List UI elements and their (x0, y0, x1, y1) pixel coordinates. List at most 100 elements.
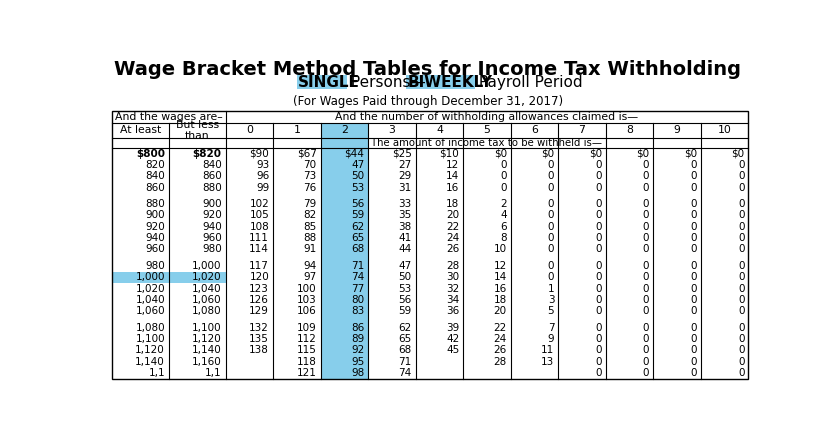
Text: 1,080: 1,080 (135, 322, 165, 333)
Text: 0: 0 (245, 126, 253, 135)
Text: 38: 38 (398, 222, 412, 232)
Text: 0: 0 (691, 245, 697, 255)
Text: 8: 8 (626, 126, 633, 135)
Text: 1,040: 1,040 (192, 284, 221, 294)
Text: 0: 0 (643, 284, 650, 294)
Text: 123: 123 (250, 284, 269, 294)
Text: 1,140: 1,140 (135, 357, 165, 367)
Text: 0: 0 (691, 183, 697, 193)
Text: 0: 0 (691, 160, 697, 170)
Text: 0: 0 (595, 272, 602, 282)
Text: 1,160: 1,160 (192, 357, 221, 367)
Text: 93: 93 (256, 160, 269, 170)
Text: 86: 86 (351, 322, 364, 333)
Text: $0: $0 (684, 149, 697, 159)
Text: 3: 3 (388, 126, 395, 135)
Text: 99: 99 (256, 183, 269, 193)
Text: 26: 26 (446, 245, 459, 255)
Text: 0: 0 (595, 345, 602, 355)
Bar (321, 272, 368, 283)
Text: 62: 62 (351, 222, 364, 232)
Text: 0: 0 (548, 245, 554, 255)
Text: 59: 59 (398, 306, 412, 316)
Text: 68: 68 (398, 345, 412, 355)
Text: 18: 18 (493, 295, 507, 305)
Text: 0: 0 (548, 183, 554, 193)
Text: 0: 0 (643, 295, 650, 305)
Text: 940: 940 (202, 222, 221, 232)
Text: 53: 53 (351, 183, 364, 193)
Text: $10: $10 (439, 149, 459, 159)
Text: 65: 65 (398, 334, 412, 344)
Text: $44: $44 (344, 149, 364, 159)
Text: 880: 880 (202, 183, 221, 193)
Text: 0: 0 (643, 211, 650, 221)
Text: 0: 0 (643, 334, 650, 344)
Text: 41: 41 (398, 233, 412, 243)
Text: 24: 24 (493, 334, 507, 344)
Text: Wage Bracket Method Tables for Income Tax Withholding: Wage Bracket Method Tables for Income Ta… (114, 60, 741, 79)
Text: 135: 135 (250, 334, 269, 344)
Text: 1,000: 1,000 (192, 261, 221, 271)
Text: 0: 0 (500, 172, 507, 181)
Text: 1,060: 1,060 (192, 295, 221, 305)
Text: 0: 0 (691, 357, 697, 367)
Bar (296, 75, 347, 89)
Text: 120: 120 (250, 272, 269, 282)
Text: 4: 4 (436, 126, 443, 135)
Text: 880: 880 (145, 199, 165, 209)
Text: 960: 960 (145, 245, 165, 255)
Text: 73: 73 (303, 172, 316, 181)
Bar (112, 111, 748, 379)
Text: $67: $67 (296, 149, 316, 159)
Text: 0: 0 (738, 172, 744, 181)
Text: 92: 92 (351, 345, 364, 355)
Text: 900: 900 (202, 199, 221, 209)
Text: (For Wages Paid through December 31, 2017): (For Wages Paid through December 31, 201… (293, 95, 563, 108)
Text: 50: 50 (398, 272, 412, 282)
Text: 0: 0 (595, 245, 602, 255)
Text: 0: 0 (643, 322, 650, 333)
Text: $0: $0 (636, 149, 650, 159)
Text: 0: 0 (738, 222, 744, 232)
Text: 1,020: 1,020 (192, 272, 221, 282)
Text: 0: 0 (548, 199, 554, 209)
Text: 56: 56 (398, 295, 412, 305)
Text: $0: $0 (493, 149, 507, 159)
Text: 0: 0 (548, 222, 554, 232)
Text: 9: 9 (548, 334, 554, 344)
Text: 1,120: 1,120 (192, 334, 221, 344)
Text: 16: 16 (493, 284, 507, 294)
Text: 45: 45 (446, 345, 459, 355)
Text: 0: 0 (548, 160, 554, 170)
Text: 79: 79 (303, 199, 316, 209)
Text: 109: 109 (297, 322, 316, 333)
Text: 0: 0 (738, 261, 744, 271)
Text: 98: 98 (351, 368, 364, 378)
Text: 0: 0 (595, 357, 602, 367)
Text: 980: 980 (145, 261, 165, 271)
Text: 7: 7 (548, 322, 554, 333)
Text: 1,100: 1,100 (192, 322, 221, 333)
Text: 28: 28 (493, 357, 507, 367)
Text: 53: 53 (398, 284, 412, 294)
Text: But less
than: But less than (175, 120, 219, 141)
Text: 0: 0 (643, 160, 650, 170)
Text: 940: 940 (145, 233, 165, 243)
Text: 2: 2 (341, 126, 348, 135)
Text: 0: 0 (738, 357, 744, 367)
Bar (112, 272, 225, 283)
Text: 0: 0 (738, 272, 744, 282)
Text: BIWEEKLY: BIWEEKLY (407, 74, 493, 89)
Text: 960: 960 (202, 233, 221, 243)
Text: 126: 126 (250, 295, 269, 305)
Text: 860: 860 (202, 172, 221, 181)
Text: 0: 0 (595, 199, 602, 209)
Text: 105: 105 (250, 211, 269, 221)
Text: 0: 0 (595, 172, 602, 181)
Text: 840: 840 (202, 160, 221, 170)
Text: 26: 26 (493, 345, 507, 355)
Text: 118: 118 (296, 357, 316, 367)
Text: 1,1: 1,1 (205, 368, 221, 378)
Text: 0: 0 (691, 345, 697, 355)
